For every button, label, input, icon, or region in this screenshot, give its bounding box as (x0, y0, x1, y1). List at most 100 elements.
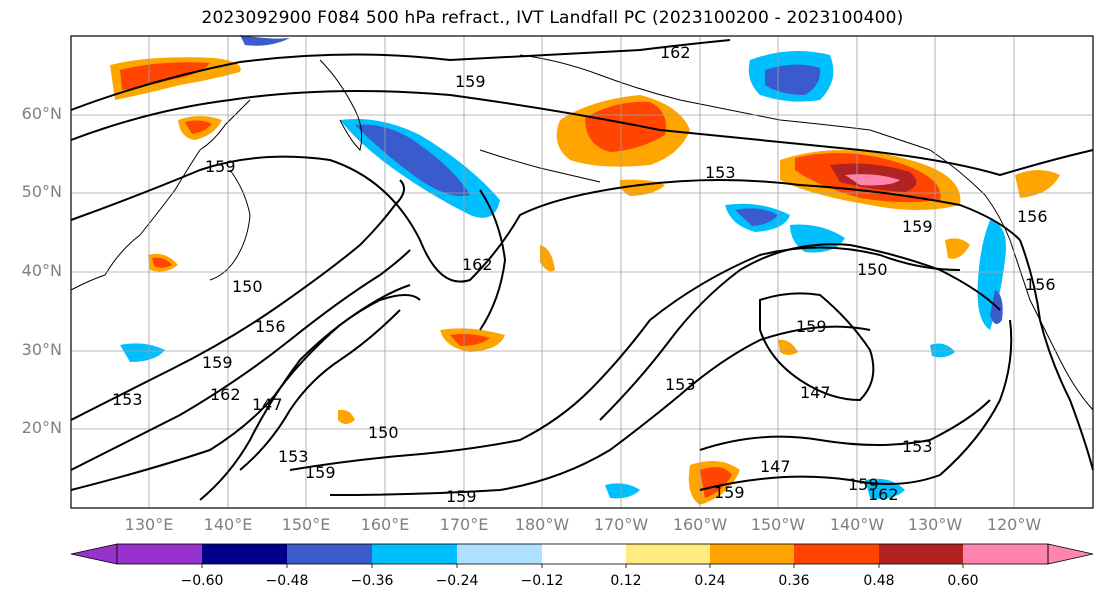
contour-label: 159 (305, 463, 336, 482)
lon-label: 140°E (203, 515, 253, 534)
lon-label: 170°E (439, 515, 489, 534)
contour-label: 153 (278, 447, 309, 466)
colorbar-bin (372, 544, 457, 564)
colorbar-tick-label: −0.36 (350, 573, 394, 589)
japan-coastline (209, 169, 251, 281)
colorbar-bin (287, 544, 372, 564)
lat-label: 30°N (21, 340, 62, 359)
contour-line (759, 292, 875, 402)
contour-label: 156 (1017, 207, 1048, 226)
shading-blob (450, 334, 490, 346)
shading-blob (1015, 170, 1060, 198)
colorbar-ticks (201, 564, 964, 568)
shading-blob (152, 257, 172, 268)
colorbar-bin (202, 544, 287, 564)
colorbar-bin (879, 544, 963, 564)
contour-line (479, 189, 507, 331)
lat-label: 60°N (21, 104, 62, 123)
colorbar-tick-label: 0.24 (694, 573, 726, 589)
colorbar-tick-label: 0.12 (610, 573, 642, 589)
contour-label: 159 (455, 72, 486, 91)
gridlines (71, 36, 1093, 508)
north-america-coastline (929, 149, 1094, 411)
aleutian-islands (479, 149, 601, 183)
contour-line (329, 325, 871, 496)
lon-label: 120°W (986, 515, 1042, 534)
shading-blob (355, 124, 470, 196)
contour-label: 147 (760, 457, 791, 476)
lat-label: 40°N (21, 261, 62, 280)
shading-blob (790, 224, 845, 253)
shading-blob (585, 101, 666, 152)
contour-label: 147 (800, 383, 831, 402)
contour-labels: 162 159 153 159 156 162 150 156 150 156 … (112, 43, 1056, 506)
contour-line (239, 309, 401, 471)
contour-label: 159 (446, 487, 477, 506)
lon-label: 180°W (514, 515, 570, 534)
contour-label: 162 (660, 43, 691, 62)
lon-label: 150°E (281, 515, 331, 534)
colorbar-outline (116, 543, 1049, 565)
contour-label: 162 (868, 485, 899, 504)
shading-blob (120, 343, 165, 362)
colorbar-bin (542, 544, 626, 564)
shading-blob (120, 62, 210, 90)
contour-line (289, 246, 961, 471)
colorbar-tick-label: −0.12 (520, 573, 564, 589)
shading-blob (540, 245, 555, 272)
contour-label: 153 (902, 437, 933, 456)
shading-blob (845, 174, 900, 186)
map-title: 2023092900 F084 500 hPa refract., IVT La… (201, 8, 904, 28)
contour-label: 147 (252, 395, 283, 414)
shading-blob (977, 220, 1006, 330)
contour-line (699, 319, 1013, 491)
colorbar (70, 543, 1094, 568)
shading-blob (930, 343, 955, 358)
map-frame (70, 35, 1094, 509)
colorbar-tick-label: −0.60 (180, 573, 224, 589)
lon-label: 130°E (124, 515, 174, 534)
contour-label: 156 (1025, 275, 1056, 294)
kamchatka-coastline (319, 59, 363, 151)
contour-label: 159 (848, 475, 879, 494)
colorbar-bin (457, 544, 542, 564)
shading-blob (185, 120, 212, 134)
colorbar-bin (710, 544, 794, 564)
shading-blob (240, 35, 290, 46)
contour-label: 153 (665, 375, 696, 394)
contour-line (599, 243, 1001, 421)
contour-label: 159 (714, 483, 745, 502)
lon-label: 170°W (593, 515, 649, 534)
coastlines (70, 54, 1094, 411)
lon-label: 160°E (360, 515, 410, 534)
contour-line (1019, 239, 1094, 471)
alaska-coastline (519, 54, 931, 151)
colorbar-tick-label: 0.60 (947, 573, 979, 589)
lat-label: 20°N (21, 418, 62, 437)
contour-line (70, 39, 731, 111)
contour-label: 159 (205, 157, 236, 176)
contour-label: 159 (796, 317, 827, 336)
contour-label: 150 (232, 277, 263, 296)
contour-label: 156 (255, 317, 286, 336)
colorbar-bin (117, 544, 202, 564)
colorbar-max-extension (1047, 543, 1094, 565)
lon-label: 150°W (750, 515, 806, 534)
shading-blob (735, 208, 778, 226)
asia-coastline (70, 99, 251, 291)
colorbar-bin (626, 544, 710, 564)
map-panel: 162 159 153 159 156 162 150 156 150 156 … (70, 35, 1094, 509)
contour-line (199, 294, 421, 501)
refractivity-shading (110, 35, 1060, 505)
contour-label: 150 (857, 260, 888, 279)
colorbar-tick-label: −0.48 (265, 573, 309, 589)
contour-label: 153 (112, 390, 143, 409)
contour-line (70, 90, 1094, 177)
lon-label: 130°W (907, 515, 963, 534)
lon-label: 140°W (829, 515, 885, 534)
contour-line (70, 249, 411, 471)
shading-blob (700, 466, 732, 498)
colorbar-min-extension (70, 543, 118, 565)
contour-label: 150 (368, 423, 399, 442)
